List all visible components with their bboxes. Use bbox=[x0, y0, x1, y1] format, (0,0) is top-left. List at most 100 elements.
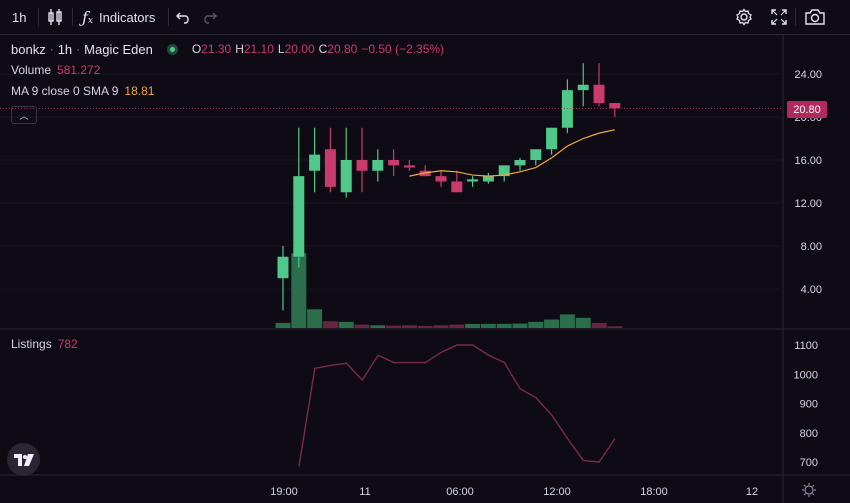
listings-legend[interactable]: Listings 782 bbox=[11, 334, 78, 354]
price-tick-label: 24.00 bbox=[794, 69, 822, 81]
price-tick-label: 8.00 bbox=[801, 241, 822, 253]
ohlc-change: −0.50 (−2.35%) bbox=[361, 42, 445, 56]
interval-button[interactable]: 1h bbox=[12, 0, 26, 34]
ohlc-open-label: O bbox=[191, 42, 202, 56]
volume-bar bbox=[370, 325, 386, 328]
volume-bar bbox=[528, 321, 544, 328]
listings-tick-label: 800 bbox=[800, 428, 818, 440]
ohlc-low: 20.00 bbox=[284, 42, 315, 56]
candle-body bbox=[451, 181, 463, 193]
ma-legend[interactable]: MA 9 close 0 SMA 9 18.81 bbox=[11, 81, 154, 101]
undo-button[interactable] bbox=[176, 0, 192, 34]
listings-axis: 1100 1000 900 800 700 bbox=[794, 340, 818, 469]
market-status-dot bbox=[166, 43, 178, 55]
volume-bar bbox=[465, 323, 481, 328]
ma-value: 18.81 bbox=[124, 84, 155, 98]
time-axis: 19:00 11 06:00 12:00 18:00 12 bbox=[270, 486, 758, 498]
time-tick-label: 12:00 bbox=[543, 486, 571, 498]
volume-bar bbox=[338, 321, 354, 328]
volume-bar bbox=[401, 325, 417, 328]
gear-icon bbox=[804, 485, 814, 495]
price-tick-label: 16.00 bbox=[794, 155, 822, 167]
listings-tick-label: 1000 bbox=[794, 369, 818, 381]
top-toolbar: 1h ƒx Indicators bbox=[0, 0, 850, 35]
volume-bar bbox=[512, 323, 528, 328]
candle-body bbox=[293, 176, 305, 257]
listings-tick-label: 900 bbox=[800, 399, 818, 411]
screenshot-button[interactable] bbox=[805, 0, 825, 34]
tradingview-logo[interactable] bbox=[7, 443, 40, 476]
volume-bar bbox=[575, 317, 591, 328]
listings-line bbox=[298, 344, 616, 467]
indicators-button[interactable]: ƒx Indicators bbox=[82, 0, 155, 34]
gear-icon bbox=[736, 8, 752, 26]
candle-type-button[interactable] bbox=[47, 0, 63, 34]
candle-body bbox=[356, 160, 368, 171]
listings-label: Listings bbox=[11, 337, 52, 351]
volume-label: Volume bbox=[11, 63, 52, 77]
time-axis-settings-button[interactable] bbox=[802, 483, 816, 497]
interval-label: 1h bbox=[12, 9, 27, 25]
indicators-label: Indicators bbox=[99, 9, 156, 25]
candle-body bbox=[514, 160, 526, 166]
time-tick-label: 12 bbox=[746, 486, 758, 498]
candle-body bbox=[340, 160, 352, 193]
candle-body bbox=[593, 84, 605, 104]
candle-body bbox=[577, 84, 589, 91]
candlestick-icon bbox=[48, 9, 62, 25]
volume-bar bbox=[291, 253, 307, 328]
collapse-legend-button[interactable]: ︿ bbox=[11, 106, 37, 124]
camera-icon bbox=[805, 9, 825, 25]
candle-body bbox=[324, 149, 336, 187]
divider bbox=[168, 8, 169, 26]
listings-tick-label: 1100 bbox=[794, 340, 818, 352]
divider bbox=[72, 8, 73, 26]
function-icon: ƒx bbox=[82, 7, 93, 27]
volume-bar bbox=[417, 325, 433, 328]
listings-tick-label: 700 bbox=[800, 457, 818, 469]
volume-legend[interactable]: Volume 581.272 bbox=[11, 60, 100, 80]
listings-value: 782 bbox=[57, 337, 78, 351]
candle-body bbox=[277, 256, 289, 279]
volume-value: 581.272 bbox=[57, 63, 101, 77]
time-tick-label: 11 bbox=[359, 486, 370, 498]
volume-bar bbox=[386, 325, 402, 328]
redo-button[interactable] bbox=[201, 0, 217, 34]
candle-body bbox=[561, 90, 573, 128]
tradingview-icon bbox=[13, 453, 34, 466]
volume-bar bbox=[480, 323, 496, 328]
candle-body bbox=[609, 103, 621, 109]
grid bbox=[0, 73, 783, 290]
volume-bar bbox=[275, 322, 291, 328]
price-tick-label: 4.00 bbox=[801, 284, 822, 296]
price-tick-label: 12.00 bbox=[794, 198, 822, 210]
settings-button[interactable] bbox=[735, 0, 753, 34]
volume-bar bbox=[354, 324, 370, 328]
ma-label: MA 9 close 0 SMA 9 bbox=[11, 84, 119, 98]
ohlc-close-label: C bbox=[318, 42, 328, 56]
volume-bar bbox=[307, 309, 323, 328]
ohlc-high: 21.10 bbox=[243, 42, 274, 56]
current-price-label: 20.80 bbox=[787, 101, 827, 118]
fullscreen-icon bbox=[771, 9, 787, 25]
redo-icon bbox=[204, 12, 217, 24]
ohlc-open: 21.30 bbox=[201, 42, 232, 56]
legend-interval: 1h bbox=[57, 41, 73, 57]
ohlc-high-label: H bbox=[235, 42, 244, 56]
ohlc-close: 20.80 bbox=[327, 42, 358, 56]
volume-bars bbox=[275, 253, 623, 328]
time-tick-label: 19:00 bbox=[270, 486, 298, 498]
candles bbox=[277, 63, 621, 311]
symbol-name[interactable]: bonkz bbox=[11, 41, 46, 57]
candle-body bbox=[498, 165, 510, 177]
ohlc-low-label: L bbox=[277, 42, 285, 56]
volume-bar bbox=[433, 325, 449, 328]
volume-bar bbox=[607, 326, 623, 328]
volume-bar bbox=[591, 322, 607, 328]
fullscreen-button[interactable] bbox=[770, 0, 788, 34]
chevron-up-icon: ︿ bbox=[19, 110, 29, 121]
ma-line bbox=[409, 129, 615, 177]
undo-icon bbox=[176, 12, 189, 24]
